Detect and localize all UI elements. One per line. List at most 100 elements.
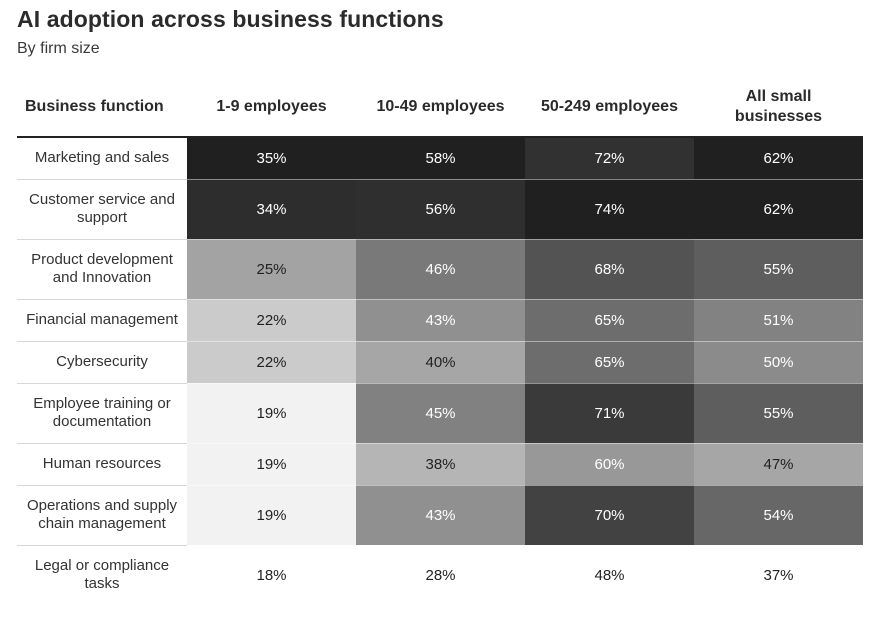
table-row: Employee training or documentation 19% 45%… [17, 383, 863, 444]
cell-value: 62% [763, 200, 794, 218]
table-row: Marketing and sales 35% 58% 72% 62% [17, 137, 863, 180]
heatmap-cell: 37% [694, 545, 863, 606]
heatmap-cell: 70% [525, 485, 694, 546]
cell-value: 60% [594, 455, 625, 473]
cell-value: 74% [594, 200, 625, 218]
cell-value: 18% [256, 566, 287, 584]
heatmap-cell: 47% [694, 443, 863, 486]
cell-value: 22% [256, 311, 287, 329]
heatmap-cell: 72% [525, 137, 694, 180]
row-header: Business function [17, 78, 187, 138]
heatmap-cell: 55% [694, 383, 863, 444]
heatmap-cell: 40% [356, 341, 525, 384]
row-label: Marketing and sales [17, 137, 187, 180]
cell-value: 51% [763, 311, 794, 329]
cell-value: 58% [425, 149, 456, 167]
heatmap-cell: 38% [356, 443, 525, 486]
cell-value: 43% [425, 311, 456, 329]
table-row: Human resources 19% 38% 60% 47% [17, 443, 863, 486]
header-row: Business function 1-9 employees 10-49 em… [17, 78, 863, 138]
heatmap-cell: 19% [187, 443, 356, 486]
cell-value: 40% [425, 353, 456, 371]
cell-value: 46% [425, 260, 456, 278]
row-label: Human resources [17, 443, 187, 486]
row-label: Legal or compliance tasks [34, 557, 170, 593]
heatmap-cell: 58% [356, 137, 525, 180]
heatmap-cell: 56% [356, 179, 525, 240]
row-label: Financial management [17, 299, 187, 342]
cell-value: 55% [763, 404, 794, 422]
row-label: Employee training or documentation [17, 383, 187, 444]
heatmap-table: Business function 1-9 employees 10-49 em… [17, 78, 863, 606]
heatmap-cell: 55% [694, 239, 863, 300]
row-label: Operations and supply chain management [17, 485, 187, 546]
row-label: Customer service and support [17, 179, 187, 240]
cell-value: 70% [594, 506, 625, 524]
cell-value: 50% [763, 353, 794, 371]
cell-value: 48% [594, 566, 625, 584]
cell-value: 22% [256, 353, 287, 371]
heatmap-cell: 22% [187, 341, 356, 384]
heatmap-cell: 35% [187, 137, 356, 180]
heatmap-cell: 48% [525, 545, 694, 606]
heatmap-cell: 65% [525, 299, 694, 342]
heatmap-cell: 50% [694, 341, 863, 384]
column-header: All small businesses [694, 78, 863, 138]
cell-value: 72% [594, 149, 625, 167]
cell-value: 37% [763, 566, 794, 584]
row-label: Cybersecurity [17, 341, 187, 384]
cell-value: 65% [594, 311, 625, 329]
table-row: Cybersecurity 22% 40% 65% 50% [17, 341, 863, 384]
table-row: Customer service and support 34% 56% 74% 62% [17, 179, 863, 240]
heatmap-cell: 28% [356, 545, 525, 606]
table-row: Financial management 22% 43% 65% 51% [17, 299, 863, 342]
heatmap-cell: 71% [525, 383, 694, 444]
heatmap-cell: 74% [525, 179, 694, 240]
row-label: Product development and Innovation [17, 239, 187, 300]
cell-value: 45% [425, 404, 456, 422]
cell-value: 28% [425, 566, 456, 584]
cell-value: 34% [256, 200, 287, 218]
heatmap-cell: 51% [694, 299, 863, 342]
column-header: 50-249 employees [525, 78, 694, 138]
heatmap-cell: 34% [187, 179, 356, 240]
cell-value: 19% [256, 506, 287, 524]
table-row: Operations and supply chain management 19… [17, 485, 863, 546]
heatmap-cell: 65% [525, 341, 694, 384]
heatmap-cell: 25% [187, 239, 356, 300]
column-header: 10-49 employees [356, 78, 525, 138]
heatmap-cell: 19% [187, 383, 356, 444]
chart-subtitle: By firm size [17, 40, 100, 57]
cell-value: 65% [594, 353, 625, 371]
heatmap-cell: 19% [187, 485, 356, 546]
column-header: 1-9 employees [187, 78, 356, 138]
cell-value: 35% [256, 149, 287, 167]
cell-value: 19% [256, 455, 287, 473]
heatmap-cell: 43% [356, 299, 525, 342]
cell-value: 68% [594, 260, 625, 278]
heatmap-cell: 45% [356, 383, 525, 444]
heatmap-body: Marketing and sales 35% 58% 72% 62% Customer … [17, 137, 863, 606]
table-row: Product development and Innovation 25% 46%… [17, 239, 863, 300]
cell-value: 62% [763, 149, 794, 167]
heatmap-cell: 68% [525, 239, 694, 300]
cell-value: 43% [425, 506, 456, 524]
cell-value: 54% [763, 506, 794, 524]
heatmap-cell: 62% [694, 137, 863, 180]
heatmap-cell: 18% [187, 545, 356, 606]
cell-value: 47% [763, 455, 794, 473]
heatmap-cell: 54% [694, 485, 863, 546]
cell-value: 56% [425, 200, 456, 218]
heatmap-cell: 62% [694, 179, 863, 240]
cell-value: 55% [763, 260, 794, 278]
table-row: Legal or compliance tasks 18% 28% 48% 37% [17, 545, 863, 606]
heatmap-cell: 46% [356, 239, 525, 300]
heatmap-cell: 60% [525, 443, 694, 486]
cell-value: 38% [425, 455, 456, 473]
cell-value: 19% [256, 404, 287, 422]
heatmap-cell: 22% [187, 299, 356, 342]
cell-value: 71% [594, 404, 625, 422]
chart-title: AI adoption across business functions [17, 6, 444, 32]
cell-value: 25% [256, 260, 287, 278]
heatmap-cell: 43% [356, 485, 525, 546]
